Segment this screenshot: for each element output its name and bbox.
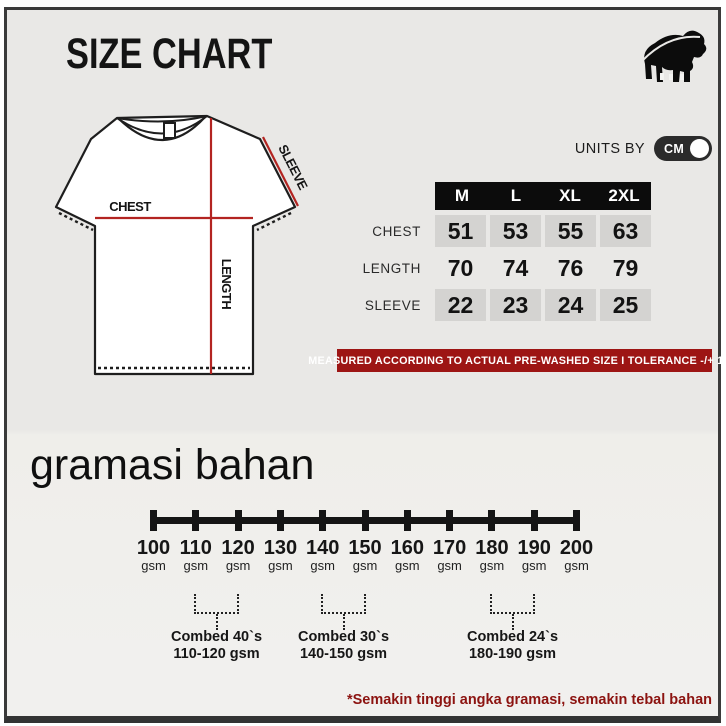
gramasi-footnote: *Semakin tinggi angka gramasi, semakin t… (346, 692, 712, 708)
scale-value: 190 (517, 537, 551, 559)
row-label-chest: CHEST (372, 223, 421, 239)
bracket-tail (511, 614, 514, 630)
scale-item: 120 gsm (210, 538, 266, 573)
sleeve-measure-line (262, 136, 299, 207)
measurement-notice-banner: MEASURED ACCORDING TO ACTUAL PRE-WASHED … (308, 349, 726, 372)
scale-tick (234, 510, 242, 531)
scale-unit: gsm (310, 558, 335, 573)
scale-unit: gsm (225, 558, 251, 573)
scale-item: 150 gsm (337, 538, 393, 573)
page-title: SIZE CHART (66, 30, 273, 78)
bracket-combed-40s (194, 594, 239, 614)
table-cell: 76 (557, 254, 584, 281)
scale-unit: gsm (564, 558, 589, 573)
size-header-row: M L XL 2XL (435, 182, 651, 210)
combed-name: Combed 24`s (466, 629, 559, 645)
bracket-label-combed-24s: Combed 24`s 180-190 gsm (438, 629, 588, 663)
bracket-tail (342, 614, 345, 630)
scale-value: 170 (432, 537, 467, 559)
chest-label: CHEST (109, 199, 151, 214)
combed-name: Combed 40`s (170, 629, 263, 645)
scale-item: 170 gsm (422, 538, 478, 573)
combed-name: Combed 30`s (297, 629, 390, 645)
col-header: 2XL (608, 186, 640, 205)
scale-unit: gsm (141, 558, 166, 573)
scale-item: 110 gsm (168, 538, 224, 573)
scale-value: 160 (390, 537, 424, 559)
scale-item: 180 gsm (464, 538, 520, 573)
scale-unit: gsm (521, 558, 547, 573)
scale-tick (361, 510, 369, 531)
table-cell: 63 (600, 215, 651, 247)
scale-tick (530, 510, 538, 531)
col-header: XL (559, 186, 581, 205)
units-label: UNITS BY (574, 140, 645, 157)
scale-unit: gsm (183, 558, 209, 573)
scale-tick (150, 510, 157, 531)
units-value: CM (664, 141, 685, 156)
gramasi-section-title: gramasi bahan (30, 441, 315, 489)
scale-item: 100 gsm (126, 538, 182, 573)
bracket-label-combed-30s: Combed 30`s 140-150 gsm (269, 629, 419, 663)
table-cell: 53 (490, 215, 541, 247)
scale-tick (276, 510, 284, 531)
col-header: M (454, 186, 470, 205)
gorilla-logo-icon (641, 30, 707, 83)
units-row: UNITS BY CM (575, 136, 712, 161)
scale-item: 160 gsm (379, 538, 435, 573)
combed-range: 140-150 gsm (299, 646, 388, 663)
sleeve-stitch-left (58, 211, 94, 232)
table-cell: 25 (600, 289, 651, 321)
bracket-combed-24s (490, 594, 535, 614)
bracket-label-combed-40s: Combed 40`s 110-120 gsm (142, 629, 292, 663)
table-cell: 23 (490, 289, 541, 321)
scale-value: 100 (136, 537, 171, 559)
scale-unit: gsm (437, 558, 462, 573)
tshirt-outline (54, 114, 297, 376)
scale-unit: gsm (268, 558, 293, 573)
table-cell: 74 (502, 254, 529, 281)
scale-value: 130 (263, 537, 298, 559)
scale-unit: gsm (395, 558, 420, 573)
scale-tick (488, 510, 496, 531)
scale-item: 190 gsm (506, 538, 562, 573)
table-cell: 51 (435, 215, 486, 247)
table-cell: 70 (447, 254, 474, 281)
scale-item: 140 gsm (295, 538, 351, 573)
length-label: LENGTH (219, 259, 234, 310)
scale-value: 120 (221, 537, 255, 559)
scale-value: 110 (179, 537, 212, 559)
scale-unit: gsm (352, 558, 378, 573)
toggle-knob-icon (690, 139, 709, 158)
bracket-combed-30s (321, 594, 366, 614)
scale-value: 180 (475, 537, 509, 559)
table-cell: 22 (435, 289, 486, 321)
scale-tick (192, 510, 200, 531)
bracket-tail (215, 614, 218, 630)
row-label-sleeve: SLEEVE (364, 297, 421, 313)
col-header: L (510, 186, 522, 205)
scale-item: 130 gsm (252, 538, 308, 573)
scale-tick (573, 510, 580, 531)
scale-value: 150 (348, 537, 382, 559)
combed-range: 110-120 gsm (173, 646, 260, 663)
table-cell: 55 (545, 215, 596, 247)
table-corner-spacer (355, 182, 431, 210)
size-table: M L XL 2XL CHEST 51 53 55 63 LENGTH 70 7… (355, 182, 651, 321)
table-cell: 24 (545, 289, 596, 321)
tshirt-measurement-diagram: CHEST LENGTH SLEEVE (54, 114, 311, 376)
row-label-length: LENGTH (362, 260, 421, 276)
scale-item: 200 gsm (549, 538, 605, 573)
combed-range: 180-190 gsm (468, 646, 557, 663)
scale-tick (446, 510, 454, 531)
units-toggle[interactable]: CM (654, 136, 712, 161)
sleeve-stitch-right (256, 211, 292, 232)
table-cell: 79 (612, 254, 639, 281)
scale-unit: gsm (479, 558, 505, 573)
scale-tick (403, 510, 411, 531)
scale-value: 140 (306, 537, 340, 559)
scale-value: 200 (559, 537, 594, 559)
scale-tick (319, 510, 327, 531)
